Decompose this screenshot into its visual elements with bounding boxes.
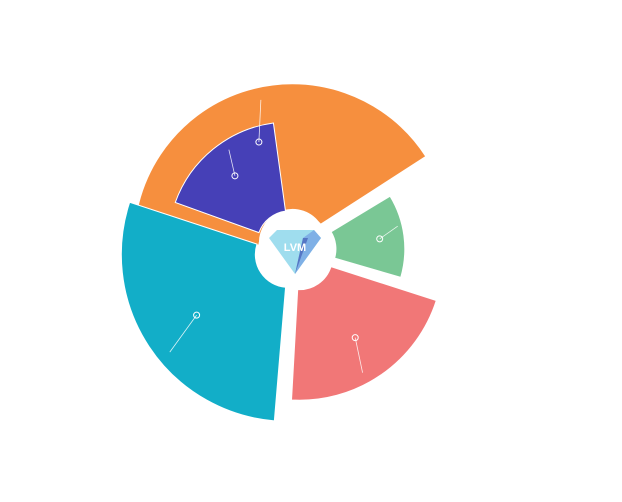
- pie-segment[interactable]: [120, 201, 287, 422]
- leader-lines: [169, 99, 398, 373]
- leader-line: [379, 225, 398, 240]
- pie-segment[interactable]: [290, 266, 437, 401]
- leader-line: [228, 149, 236, 176]
- pie-segment[interactable]: [174, 122, 287, 234]
- leader-dot: [193, 311, 201, 319]
- pie-segment[interactable]: [330, 195, 406, 278]
- diamond-mid-facet: [295, 238, 308, 274]
- diamond-icon: [269, 230, 321, 274]
- diamond-right-facet: [295, 230, 321, 274]
- leader-dot: [255, 138, 263, 146]
- pie-segments: [120, 83, 437, 422]
- leader-line: [354, 337, 363, 373]
- leader-line: [169, 314, 197, 353]
- leader-dot: [231, 172, 239, 180]
- leader-line: [258, 99, 262, 143]
- logo-text: LVM: [284, 242, 306, 254]
- leader-dot: [351, 334, 359, 342]
- leader-dot: [376, 235, 384, 243]
- center-logo: LVM: [258, 213, 332, 287]
